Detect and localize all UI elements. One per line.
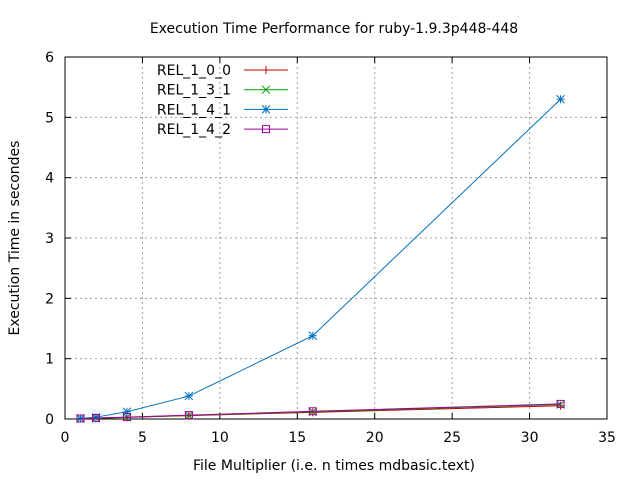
marker-stroke	[184, 391, 194, 401]
x-tick-label: 15	[288, 430, 306, 446]
data-point	[261, 105, 271, 114]
legend-item: REL_1_4_1	[157, 102, 288, 118]
x-tick-label: 10	[211, 430, 229, 446]
data-point	[556, 401, 565, 410]
marker-stroke	[261, 85, 271, 95]
data-point	[184, 411, 193, 420]
x-axis-label: File Multiplier (i.e. n times mdbasic.te…	[193, 458, 475, 474]
y-tick-label: 1	[45, 352, 54, 368]
chart-title: Execution Time Performance for ruby-1.9.…	[150, 21, 518, 37]
data-point	[262, 125, 270, 134]
series-REL_1_4_2	[76, 399, 565, 423]
x-tick-label: 25	[443, 430, 461, 446]
legend: REL_1_0_0 REL_1_3_1 REL_1_4_1 REL_1_4_2	[157, 63, 288, 138]
data-point	[91, 414, 100, 423]
marker-stroke	[76, 414, 85, 423]
data-point	[262, 66, 270, 74]
marker-stroke	[556, 94, 565, 104]
marker-stroke	[556, 399, 565, 408]
data-point	[122, 407, 132, 417]
marker-stroke	[122, 413, 131, 422]
marker-stroke	[91, 414, 100, 423]
legend-item: REL_1_3_1	[157, 83, 288, 99]
legend-item: REL_1_4_2	[157, 122, 288, 138]
x-tick-label: 0	[61, 430, 70, 446]
data-point	[556, 94, 565, 104]
marker-stroke	[122, 407, 132, 417]
x-tick-label: 30	[521, 430, 539, 446]
data-point	[261, 85, 271, 95]
marker-stroke	[308, 331, 318, 341]
y-tick-label: 3	[45, 231, 54, 247]
data-point	[556, 399, 565, 408]
legend-label: REL_1_3_1	[157, 83, 231, 99]
x-tick-label: 5	[138, 430, 147, 446]
grid	[65, 57, 607, 419]
series-group	[76, 94, 565, 423]
data-point	[122, 413, 131, 422]
x-tick-label: 35	[598, 430, 616, 446]
marker-stroke	[262, 125, 270, 134]
marker-stroke	[261, 105, 271, 114]
y-axis-label: Execution Time in secondes	[7, 141, 23, 336]
series-line	[80, 98, 561, 419]
x-tick-label: 20	[366, 430, 384, 446]
marker-stroke	[76, 414, 85, 423]
legend-label: REL_1_4_2	[157, 122, 231, 138]
y-tick-label: 4	[45, 171, 54, 187]
data-point	[308, 407, 317, 416]
y-tick-label: 0	[45, 412, 54, 428]
y-tick-label: 5	[45, 110, 54, 126]
y-tick-label: 6	[45, 50, 54, 66]
legend-label: REL_1_0_0	[157, 63, 231, 79]
marker-stroke	[184, 411, 193, 420]
series-REL_1_4_1	[76, 94, 565, 423]
data-point	[184, 391, 194, 401]
legend-label: REL_1_4_1	[157, 102, 231, 118]
marker-stroke	[308, 407, 317, 416]
legend-item: REL_1_0_0	[157, 63, 288, 79]
data-point	[76, 414, 85, 423]
series-line	[80, 403, 561, 420]
y-tick-label: 2	[45, 291, 54, 307]
data-point	[308, 331, 318, 341]
axis-ticks: 0 5 10 15 20 25 30 35 0 1 2 3 4 5 6	[45, 50, 616, 446]
